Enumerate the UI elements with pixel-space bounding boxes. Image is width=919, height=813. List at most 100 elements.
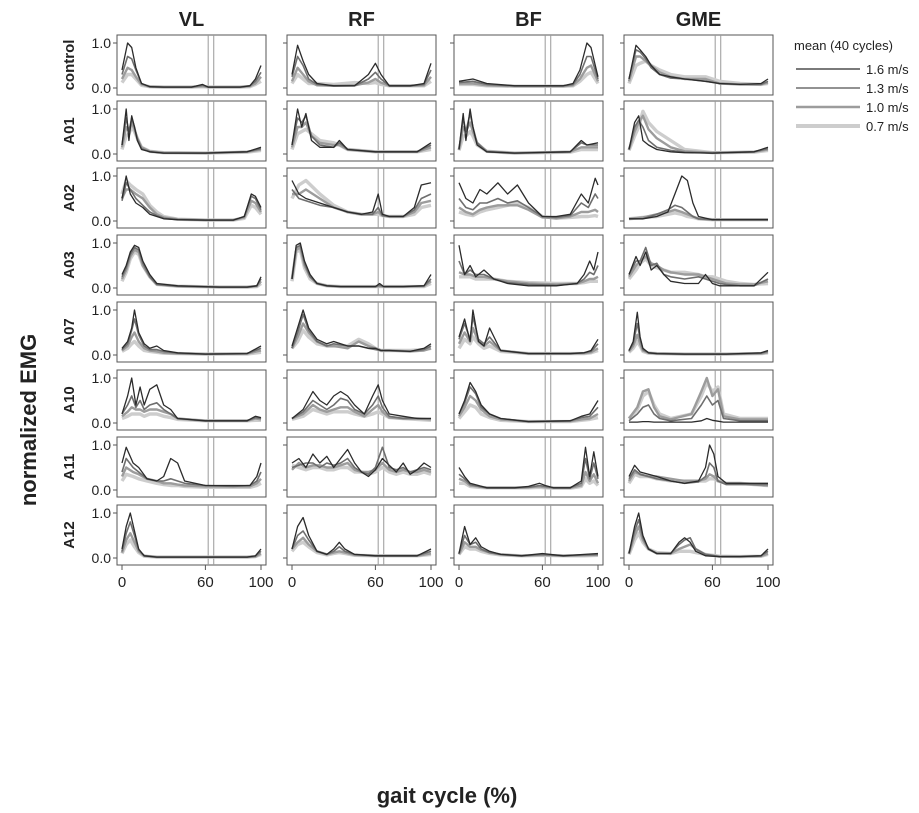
panel-a01-bf (450, 100, 604, 162)
series-line-16ms (291, 309, 432, 353)
x-tick-label: 0 (118, 574, 126, 591)
series-line-10ms (458, 204, 599, 220)
x-tick-label: 0 (288, 574, 296, 591)
y-tick-label: 0.0 (92, 213, 112, 229)
panel-a12-vl (113, 504, 267, 570)
x-tick-label: 0 (455, 574, 463, 591)
series-line-13ms (458, 457, 599, 489)
series-line-16ms (458, 309, 599, 355)
row-label-control: control (61, 40, 78, 91)
series-line-16ms (458, 245, 599, 287)
x-tick-label: 0 (625, 574, 633, 591)
series-line-16ms (291, 242, 432, 288)
y-tick-label: 0.0 (92, 280, 112, 296)
legend: mean (40 cycles) 1.6 m/s 1.3 m/s 1.0 m/s 0.… (794, 38, 909, 134)
panel-a03-bf (450, 234, 604, 296)
series-line-16ms (291, 516, 432, 557)
series-line-16ms (628, 512, 769, 558)
series-line-16ms (291, 44, 432, 87)
series-line-16ms (121, 309, 262, 355)
panel-frame (623, 436, 774, 498)
series-line-16ms (629, 417, 768, 423)
row-label-a02: A02 (61, 184, 78, 212)
series-line-13ms (458, 193, 599, 219)
series-line-16ms (291, 384, 431, 420)
series-line-16ms (121, 108, 262, 154)
series-line-16ms (121, 244, 262, 288)
series-line-16ms (458, 446, 599, 489)
series-line-16ms (628, 115, 769, 154)
series-line-13ms (628, 246, 769, 287)
panel-frame (286, 369, 437, 431)
panel-grid (113, 34, 774, 570)
series-line-10ms (291, 403, 432, 421)
panel-a01-gme (620, 100, 774, 162)
y-tick-label: 1.0 (92, 101, 112, 117)
panel-a02-rf (283, 167, 437, 229)
series-line-16ms (121, 42, 262, 88)
panel-a02-bf (450, 167, 604, 229)
y-tick-label: 1.0 (92, 168, 112, 184)
panel-frame (623, 34, 774, 96)
panel-a01-rf (283, 100, 437, 162)
series-line-16ms (121, 446, 262, 487)
series-line-16ms (628, 44, 769, 86)
panel-a07-rf (283, 301, 437, 363)
panel-a03-rf (283, 234, 437, 296)
series-line-16ms (121, 512, 262, 558)
column-header-gme: GME (676, 9, 722, 31)
y-tick-label: 1.0 (92, 505, 112, 521)
series-line-16ms (291, 108, 432, 153)
series-line-13ms (291, 189, 432, 218)
series-line-07ms (458, 201, 599, 221)
x-tick-labels: 0 60 100 0 60 100 0 60 100 0 60 100 (118, 574, 781, 591)
legend-title: mean (40 cycles) (794, 38, 893, 53)
series-line-10ms (457, 394, 599, 423)
panel-a11-vl (113, 436, 267, 498)
series-line-16ms (628, 311, 769, 355)
panel-control-gme (620, 34, 774, 96)
row-label-a03: A03 (61, 251, 78, 279)
panel-a12-bf (450, 504, 604, 570)
legend-entry: 1.6 m/s (866, 62, 909, 77)
row-label-a07: A07 (61, 318, 78, 346)
panel-frame (286, 167, 437, 229)
series-line-16ms (121, 377, 262, 422)
series-line-13ms (628, 462, 768, 486)
y-tick-label: 0.0 (92, 415, 112, 431)
panel-a11-bf (450, 436, 604, 498)
series-line-10ms (458, 271, 599, 286)
series-line-10ms (628, 376, 768, 421)
column-header-bf: BF (515, 9, 542, 31)
series-line-16ms (458, 177, 599, 218)
series-line-13ms (458, 112, 598, 154)
x-tick-label: 60 (704, 574, 721, 591)
panel-a03-gme (620, 234, 774, 296)
y-tick-label: 0.0 (92, 482, 112, 498)
x-tick-label: 100 (755, 574, 780, 591)
y-tick-label: 0.0 (92, 347, 112, 363)
series-line-13ms (291, 395, 431, 420)
series-line-16ms (458, 42, 599, 87)
panel-frame (116, 301, 267, 363)
panel-a10-rf (283, 369, 437, 431)
x-tick-label: 60 (367, 574, 384, 591)
panel-a03-vl (113, 234, 267, 296)
series-line-16ms (628, 444, 768, 484)
column-headers: VL RF BF GME (179, 9, 722, 31)
panel-a11-rf (283, 436, 437, 498)
panel-a12-gme (620, 504, 774, 570)
panel-control-rf (283, 34, 437, 96)
y-tick-label: 0.0 (92, 550, 112, 566)
column-header-rf: RF (348, 9, 375, 31)
panel-a10-vl (113, 369, 267, 431)
panel-a02-vl (113, 167, 267, 229)
panel-a07-bf (450, 301, 604, 363)
series-line-16ms (628, 251, 769, 287)
legend-entry: 0.7 m/s (866, 119, 909, 134)
y-tick-label: 0.0 (92, 80, 112, 96)
series-line-16ms (291, 448, 432, 478)
series-line-16ms (121, 175, 262, 221)
series-line-13ms (458, 260, 599, 287)
